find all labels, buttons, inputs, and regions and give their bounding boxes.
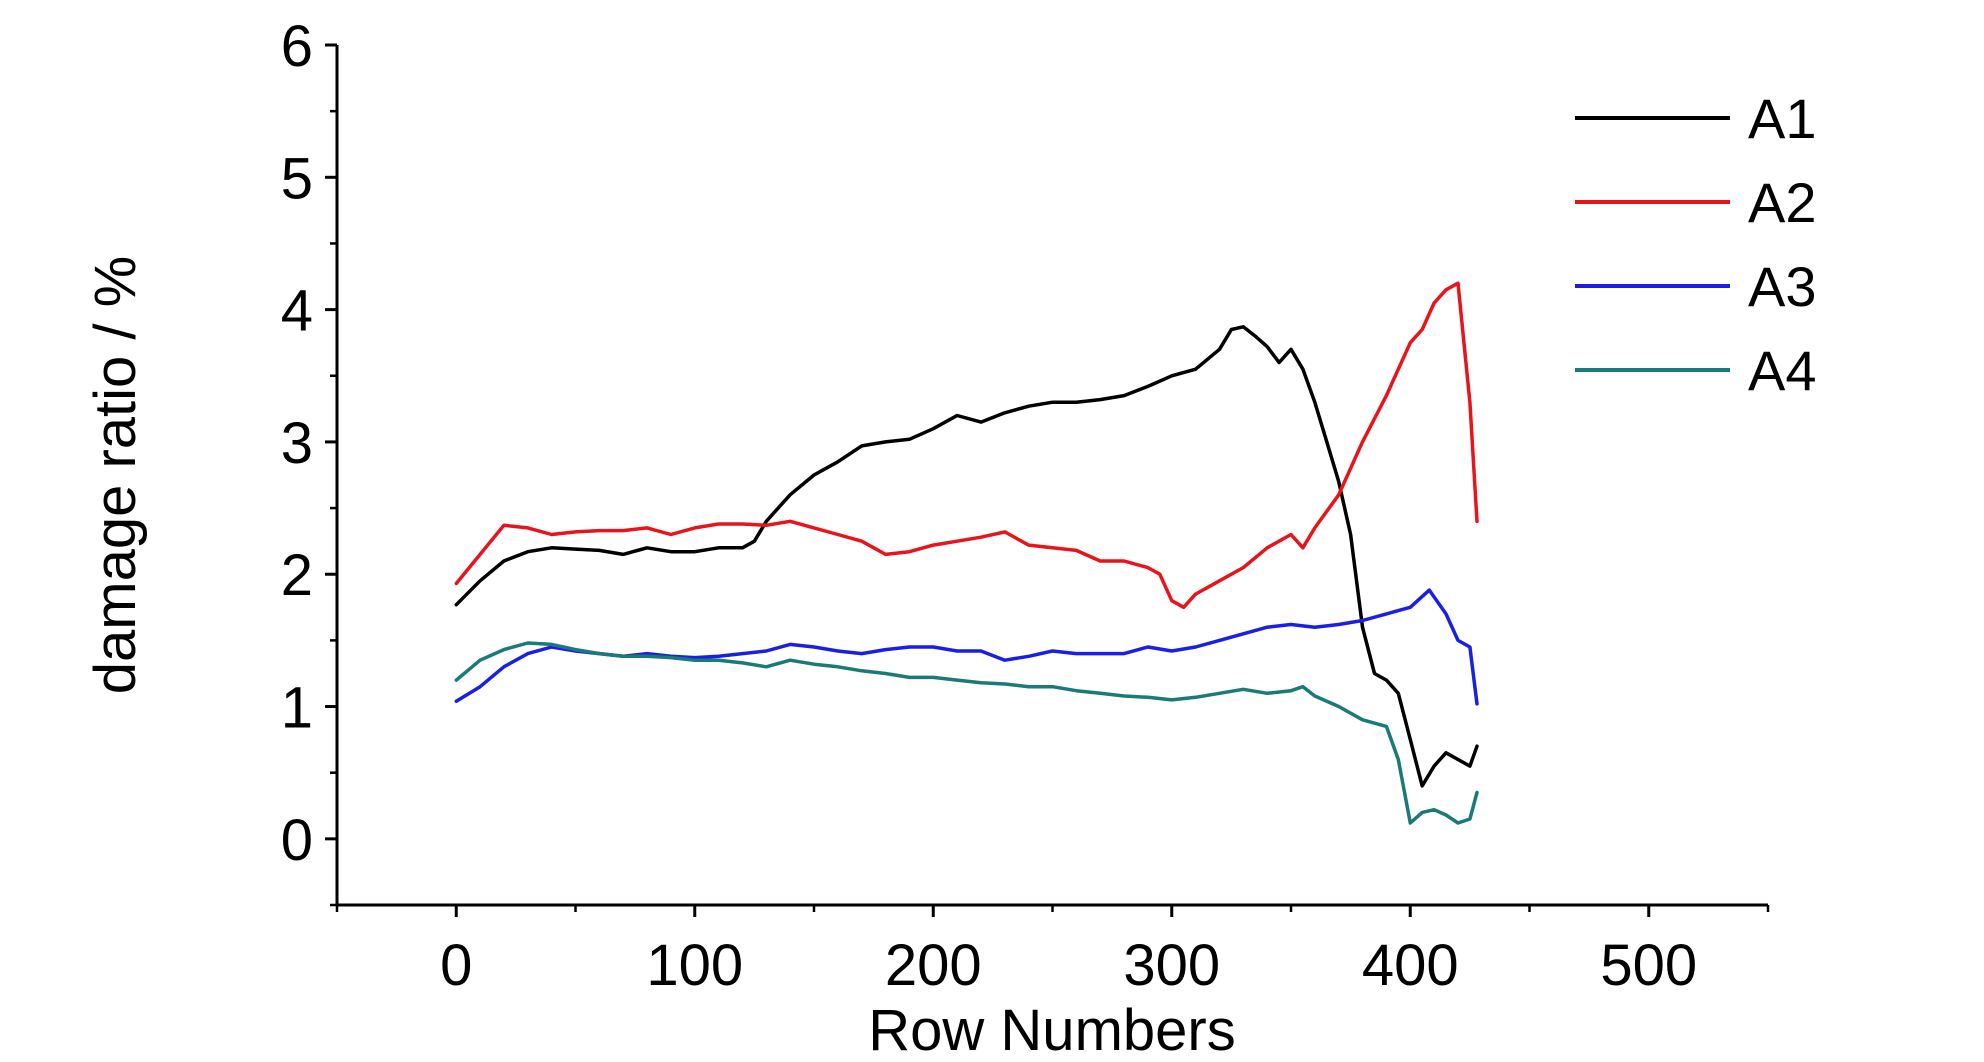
y-tick-label: 0 <box>281 808 313 873</box>
legend-label-a2: A2 <box>1748 171 1817 234</box>
y-tick-label: 5 <box>281 146 313 211</box>
y-tick-label: 6 <box>281 14 313 79</box>
legend-label-a4: A4 <box>1748 339 1817 402</box>
y-axis-title: damage ratio / % <box>83 256 148 694</box>
ticks: 0 100 200 300 400 500 0 1 2 3 4 5 6 <box>281 14 1770 998</box>
series-line-a1 <box>454 325 1479 788</box>
series-lines <box>454 281 1479 825</box>
y-tick-label: 1 <box>281 676 313 741</box>
series-line-a2 <box>454 281 1479 610</box>
y-tick-label: 3 <box>281 411 313 476</box>
series-line-a4 <box>454 641 1479 825</box>
x-axis-title: Row Numbers <box>868 998 1235 1062</box>
y-tick-label: 2 <box>281 543 313 608</box>
legend: A1 A2 A3 A4 <box>1575 87 1817 402</box>
x-tick-label: 400 <box>1362 933 1459 998</box>
x-tick-label: 200 <box>885 933 982 998</box>
x-tick-label: 300 <box>1123 933 1220 998</box>
y-tick-label: 4 <box>281 279 313 344</box>
x-tick-label: 100 <box>646 933 743 998</box>
x-tick-label: 500 <box>1600 933 1697 998</box>
legend-label-a1: A1 <box>1748 87 1817 150</box>
x-tick-label: 0 <box>440 933 472 998</box>
legend-label-a3: A3 <box>1748 255 1817 318</box>
